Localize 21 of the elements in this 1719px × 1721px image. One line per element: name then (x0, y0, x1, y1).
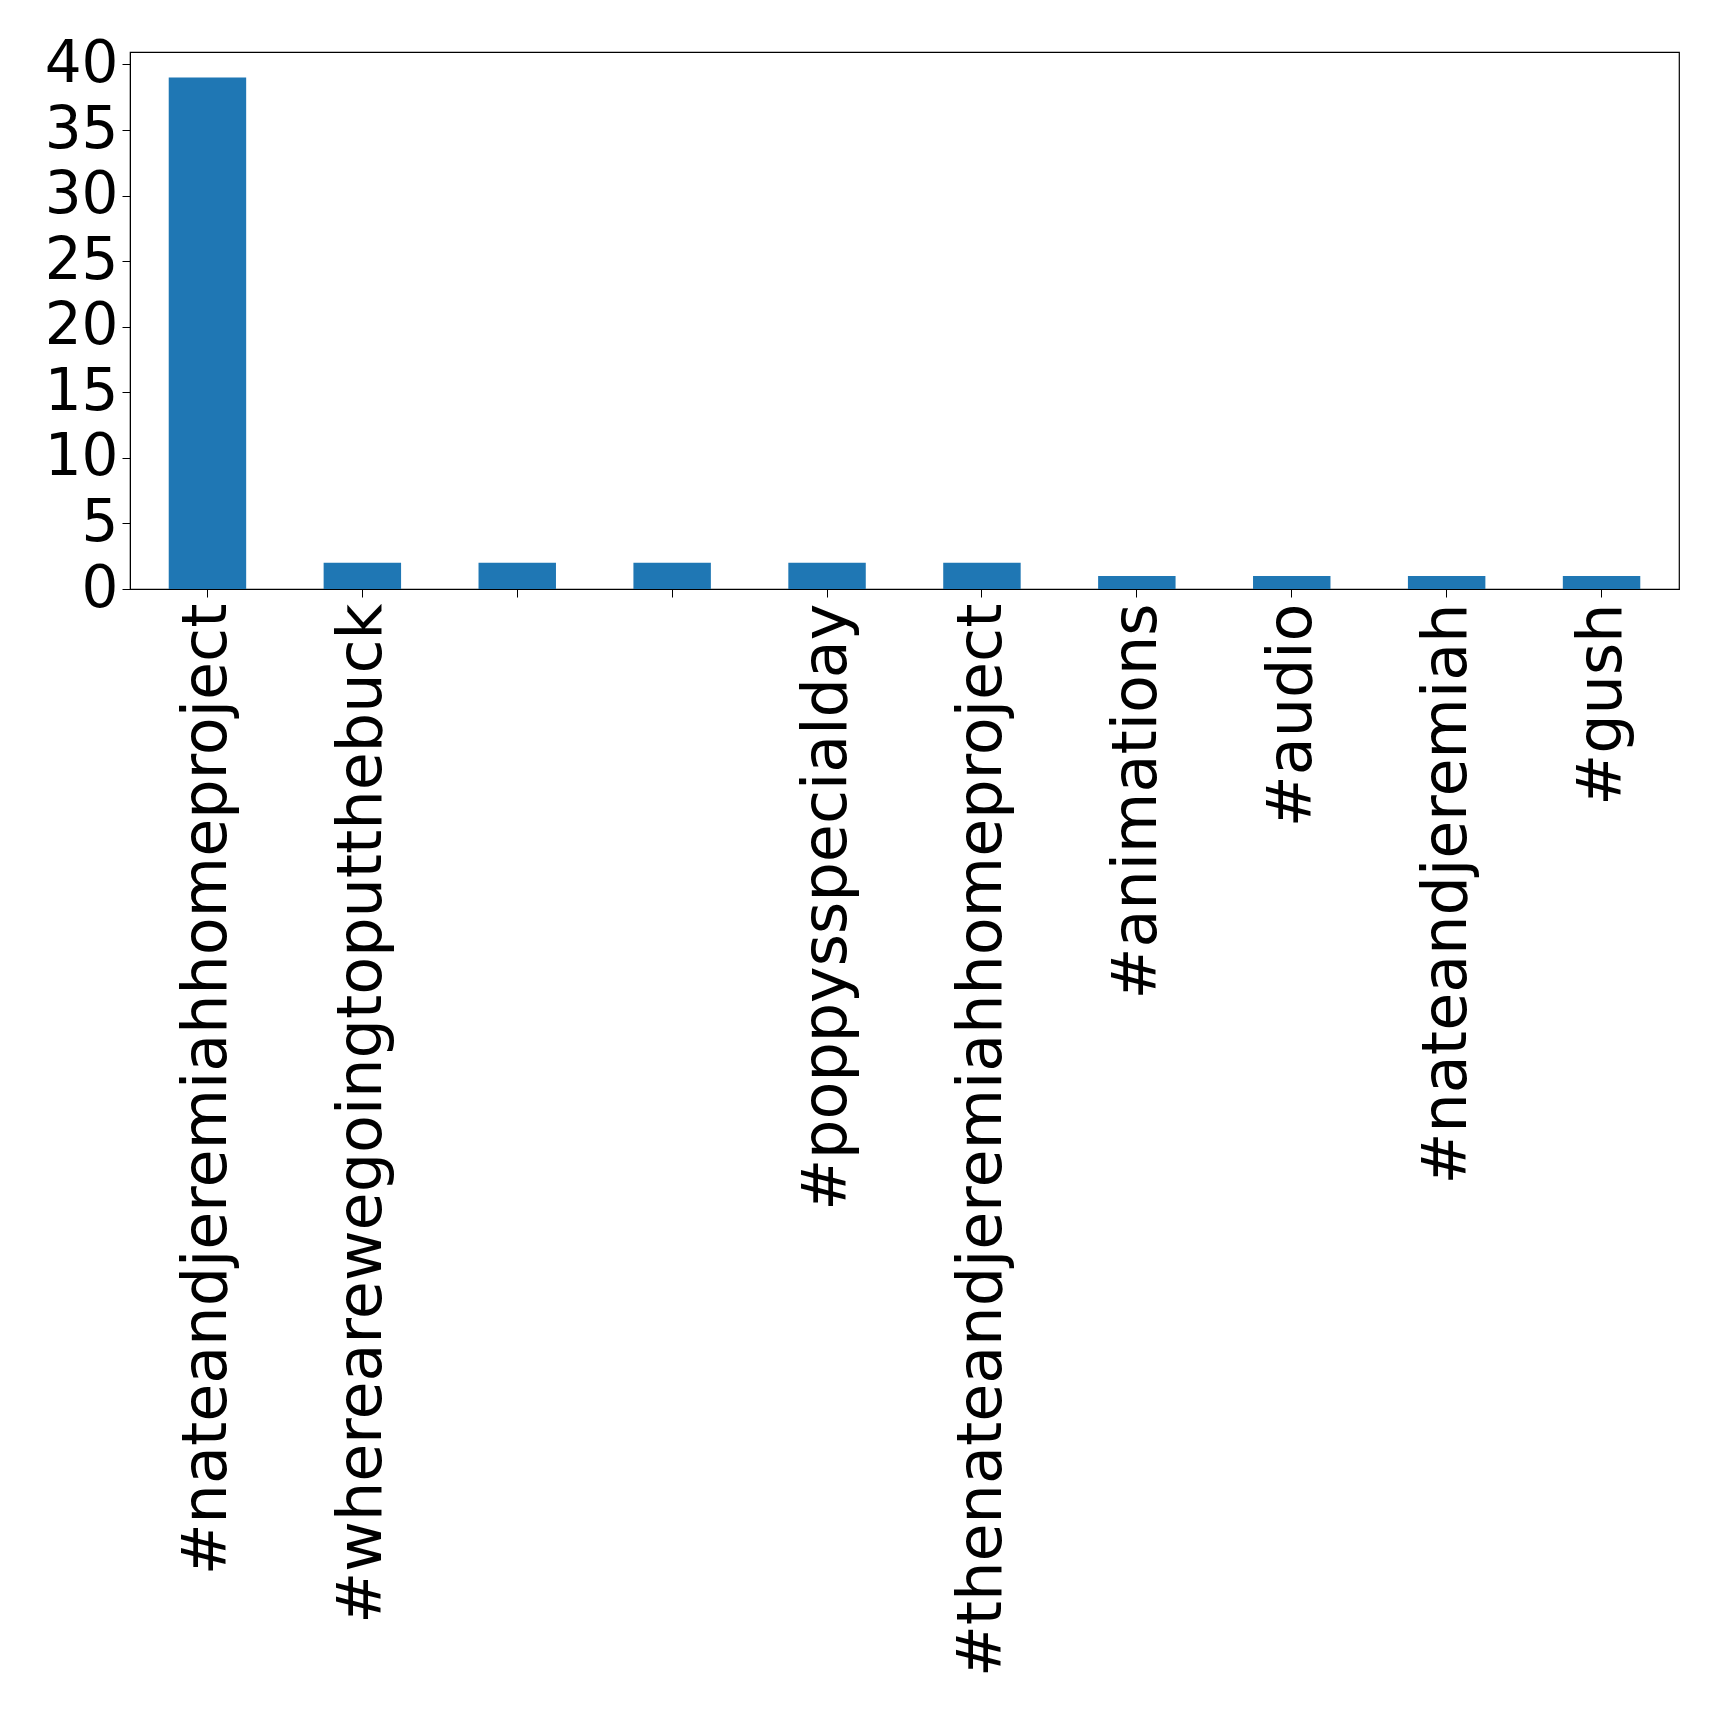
y-tick-label: 35 (44, 93, 119, 162)
bar (323, 562, 402, 589)
bar (1562, 575, 1641, 589)
x-tick-label: #audio (1252, 603, 1326, 828)
x-tick-label: #poppysspecialday (788, 603, 862, 1211)
bar (1407, 575, 1486, 589)
x-tick-label: #thenateandjeremiahhomeproject (942, 603, 1016, 1678)
y-tick-label: 40 (44, 27, 119, 96)
bar (943, 562, 1021, 589)
bar (478, 562, 556, 589)
x-tick-label: #gush (1562, 603, 1636, 806)
bar (168, 77, 247, 589)
x-tick-label: #nateandjeremiahhomeproject (168, 603, 242, 1576)
x-tick-label: #animations (1097, 603, 1171, 1000)
y-tick-label: 0 (81, 552, 119, 621)
x-tick-label: #nateandjeremiah (1407, 603, 1481, 1185)
bar (633, 562, 711, 589)
bar (788, 562, 866, 589)
x-tick-label: #wherearewegoingtoputthebuck (323, 603, 397, 1624)
bar (1253, 575, 1331, 589)
bar (1098, 575, 1176, 589)
